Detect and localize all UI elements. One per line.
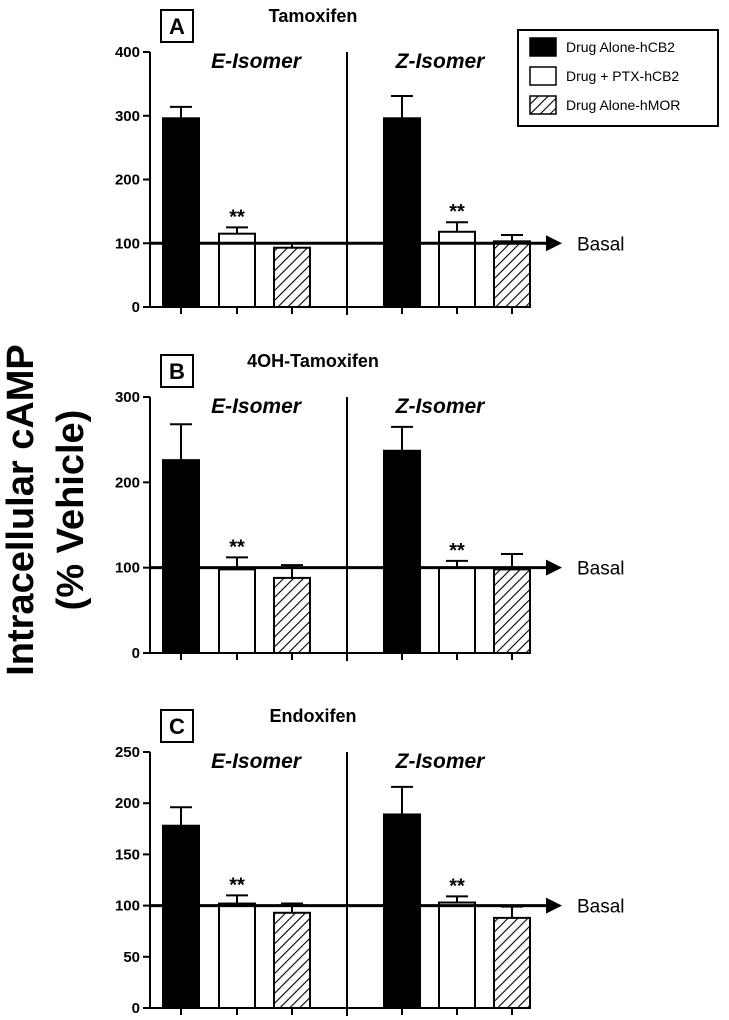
bar-drug-ptx-hcb2-e-isomer [218,902,256,1009]
y-tick-label: 250 [115,744,140,761]
group-label-e-isomer: E-Isomer [211,50,303,73]
y-tick-label: 0 [132,645,140,662]
y-tick-label: 150 [115,846,140,863]
y-tick-label: 100 [115,235,140,252]
basal-label: Basal [577,897,625,918]
basal-label: Basal [577,559,625,580]
bar-drug-alone-hmor-z-isomer [493,916,531,1009]
basal-label: Basal [577,234,625,255]
legend-label-drug-alone-hcb2: Drug Alone-hCB2 [566,39,675,55]
bar-drug-alone-hcb2-z-isomer [383,117,421,308]
panel-label: A [169,14,185,39]
basal-arrowhead [546,897,562,914]
y-tick-label: 200 [115,172,140,189]
panel-a: A Tamoxifen 0 100 200 300 400 E-Isomer Z-Isomer *… [115,6,625,316]
significance-marker: ** [229,536,245,558]
chart-title: 4OH-Tamoxifen [247,351,379,371]
y-tick-label: 0 [132,1000,140,1017]
bar-drug-alone-hmor-e-isomer [273,576,311,655]
group-label-z-isomer: Z-Isomer [395,50,487,73]
y-tick-label: 400 [115,44,140,61]
bar-drug-alone-hmor-e-isomer [273,911,311,1010]
panel-label-box [160,9,194,43]
legend: Drug Alone-hCB2 Drug + PTX-hCB2 Drug Alo… [517,29,719,127]
significance-marker: ** [449,875,465,897]
legend-swatch-drug-alone-hmor [529,95,557,115]
legend-swatch-drug-ptx-hcb2 [529,66,557,86]
bar-drug-ptx-hcb2-e-isomer [218,568,256,655]
significance-marker: ** [229,874,245,896]
panel-c: C Endoxifen 0 50 100 150 200 250 E-Isomer Z-Isome… [115,706,625,1017]
significance-marker: ** [449,201,465,223]
bar-drug-alone-hcb2-e-isomer [162,824,200,1010]
bar-drug-ptx-hcb2-e-isomer [218,232,256,308]
y-tick-label: 0 [132,299,140,316]
group-label-z-isomer: Z-Isomer [395,750,487,773]
chart-title: Tamoxifen [269,6,358,26]
legend-label-drug-alone-hmor: Drug Alone-hMOR [566,97,680,113]
legend-label-drug-ptx-hcb2: Drug + PTX-hCB2 [566,68,679,84]
bar-drug-alone-hmor-z-isomer [493,568,531,655]
significance-marker: ** [229,206,245,228]
y-axis-title-line1: Intracellular cAMP [0,344,42,676]
significance-marker: ** [449,540,465,562]
bar-drug-alone-hcb2-z-isomer [383,449,421,655]
basal-arrowhead [546,559,562,576]
bar-drug-ptx-hcb2-z-isomer [438,566,476,655]
basal-arrowhead [546,235,562,252]
bar-drug-ptx-hcb2-z-isomer [438,901,476,1010]
y-tick-label: 300 [115,389,140,406]
bar-drug-alone-hmor-z-isomer [493,240,531,308]
y-tick-label: 300 [115,108,140,125]
panel-label: B [169,359,185,384]
legend-swatch-drug-alone-hcb2 [529,37,557,57]
y-axis-title-line2: (% Vehicle) [50,410,92,611]
y-tick-label: 100 [115,898,140,915]
group-label-e-isomer: E-Isomer [211,750,303,773]
bar-drug-alone-hcb2-z-isomer [383,813,421,1009]
panel-label-box [160,709,194,743]
panel-label: C [169,714,185,739]
y-tick-label: 200 [115,795,140,812]
bar-drug-alone-hmor-e-isomer [273,246,311,308]
group-label-z-isomer: Z-Isomer [395,395,487,418]
y-tick-label: 100 [115,560,140,577]
group-label-e-isomer: E-Isomer [211,395,303,418]
y-tick-label: 200 [115,474,140,491]
panels: A Tamoxifen 0 100 200 300 400 E-Isomer Z-Isomer *… [115,6,625,1017]
y-tick-label: 50 [123,949,140,966]
panel-b: B 4OH-Tamoxifen 0 100 200 300 E-Isomer Z-Isomer… [115,351,625,662]
bar-drug-alone-hcb2-e-isomer [162,459,200,654]
panel-label-box [160,354,194,388]
bar-drug-alone-hcb2-e-isomer [162,117,200,308]
chart-title: Endoxifen [269,706,356,726]
